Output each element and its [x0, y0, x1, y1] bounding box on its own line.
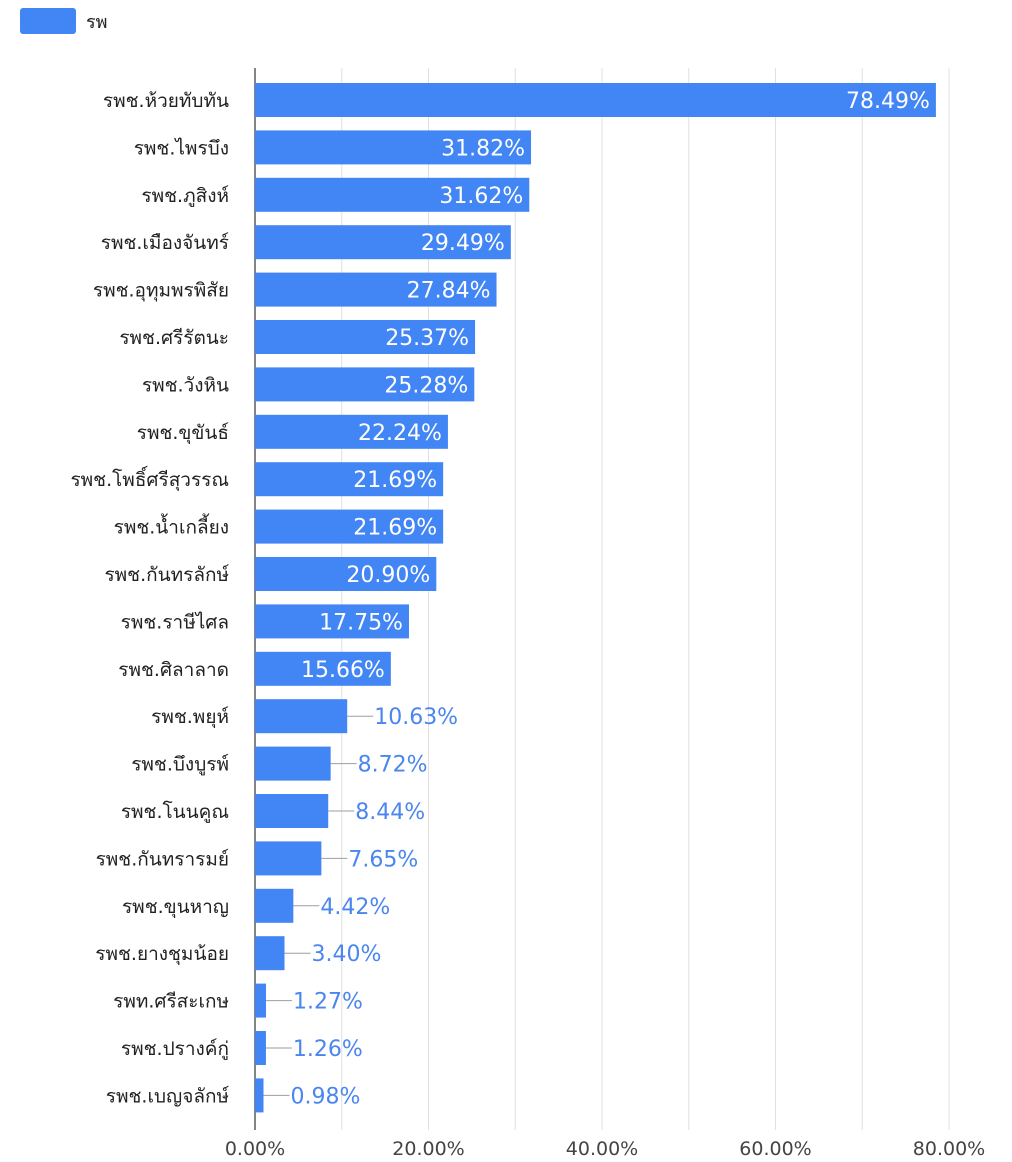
- category-label: รพท.ศรีสะเกษ: [113, 991, 229, 1013]
- bar: [255, 1031, 266, 1065]
- data-label: 29.49%: [421, 231, 505, 256]
- bar: [255, 888, 294, 923]
- bar: [255, 414, 448, 449]
- data-label: 17.75%: [319, 610, 403, 635]
- bar: [255, 83, 936, 117]
- x-tick-label: 0.00%: [225, 1138, 285, 1160]
- bar: [255, 225, 511, 260]
- category-label: รพช.ห้วยทับทัน: [103, 90, 229, 112]
- bar: [255, 272, 497, 307]
- category-label: รพช.เบญจลักษ์: [106, 1085, 230, 1107]
- data-label: 4.42%: [320, 895, 390, 920]
- bar: [255, 841, 322, 876]
- bar: [255, 177, 530, 212]
- category-label: รพช.ไพรบึง: [134, 137, 229, 159]
- bar: [255, 936, 285, 971]
- data-label: 1.26%: [293, 1037, 363, 1062]
- data-label: 22.24%: [358, 421, 442, 446]
- bar: [255, 746, 331, 781]
- bar: [255, 794, 329, 828]
- bars: 78.49% 31.82% 31.62% 29.49% 27.84% 25.37% 25.2…: [255, 83, 936, 1113]
- bar: [255, 557, 437, 591]
- bar: [255, 604, 409, 639]
- bar: [255, 509, 444, 544]
- legend: รพ: [20, 8, 108, 34]
- bar: [255, 699, 348, 734]
- data-label: 15.66%: [301, 658, 385, 683]
- category-label: รพช.ยางชุมน้อย: [95, 943, 229, 966]
- data-label: 21.69%: [353, 468, 437, 493]
- category-label: รพช.โนนคูณ: [121, 800, 229, 823]
- data-label: 20.90%: [346, 563, 430, 588]
- category-label: รพช.ขุนหาญ: [122, 896, 229, 919]
- category-label: รพช.ศรีรัตนะ: [119, 327, 229, 349]
- data-label: 0.98%: [291, 1084, 361, 1109]
- bar: [255, 130, 532, 165]
- bar: [255, 1078, 264, 1113]
- data-label: 3.40%: [311, 942, 381, 967]
- category-label: รพช.ปรางค์กู่: [121, 1038, 229, 1060]
- bar: [255, 320, 476, 354]
- data-label: 8.72%: [358, 753, 428, 778]
- data-label: 1.27%: [293, 990, 363, 1015]
- category-labels: รพช.ห้วยทับทันรพช.ไพรบึงรพช.ภูสิงห์รพช.เ…: [70, 90, 229, 1107]
- legend-swatch: [20, 8, 76, 34]
- data-label: 25.28%: [384, 373, 468, 398]
- bar: [255, 651, 391, 686]
- category-label: รพช.พยุห์: [151, 706, 229, 729]
- category-label: รพช.ขุขันธ์: [137, 422, 229, 445]
- x-axis-ticks: 0.00% 20.00% 40.00% 60.00% 80.00%: [225, 1138, 985, 1160]
- x-tick-label: 20.00%: [392, 1138, 464, 1160]
- category-label: รพช.ภูสิงห์: [141, 185, 229, 207]
- legend-label: รพ: [86, 12, 108, 33]
- bar: [255, 983, 267, 1018]
- data-label: 21.69%: [353, 516, 437, 541]
- category-label: รพช.กันทรลักษ์: [104, 564, 229, 586]
- x-tick-label: 60.00%: [739, 1138, 811, 1160]
- data-label: 25.37%: [385, 326, 469, 351]
- category-label: รพช.ราษีไศล: [121, 611, 229, 633]
- bar: [255, 367, 475, 402]
- data-label: 27.84%: [407, 279, 491, 304]
- data-label: 78.49%: [846, 89, 930, 114]
- category-label: รพช.บึงบูรพ์: [131, 754, 229, 776]
- category-label: รพช.อุทุมพรพิสัย: [93, 280, 229, 303]
- category-label: รพช.วังหิน: [142, 374, 229, 396]
- x-tick-label: 40.00%: [566, 1138, 638, 1160]
- data-label: 8.44%: [355, 800, 425, 825]
- data-label: 31.82%: [441, 136, 525, 161]
- bar: [255, 462, 444, 497]
- category-label: รพช.โพธิ์ศรีสุวรรณ: [70, 465, 229, 492]
- data-label: 31.62%: [439, 184, 523, 209]
- x-tick-label: 80.00%: [913, 1138, 985, 1160]
- data-label: 7.65%: [348, 847, 418, 872]
- category-label: รพช.เมืองจันทร์: [101, 232, 229, 254]
- category-label: รพช.กันทรารมย์: [96, 848, 229, 870]
- category-label: รพช.ศิลาลาด: [118, 659, 229, 681]
- data-label: 10.63%: [374, 705, 458, 730]
- category-label: รพช.น้ำเกลี้ยง: [114, 514, 229, 539]
